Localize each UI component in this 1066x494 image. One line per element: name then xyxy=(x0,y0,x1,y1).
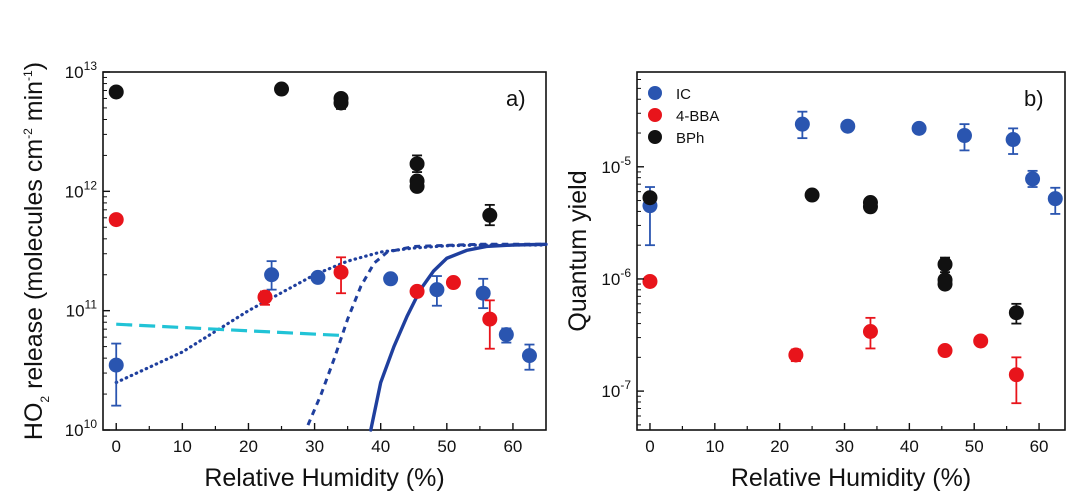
data-point-bph xyxy=(108,84,124,100)
y-tick-label: 10-7 xyxy=(601,378,631,401)
y-tick-label: 10-6 xyxy=(601,266,631,289)
data-point-4-bba xyxy=(333,264,349,280)
x-tick-label: 40 xyxy=(371,437,390,456)
data-point-4-bba xyxy=(788,347,804,363)
data-point-ic xyxy=(911,120,927,136)
y-tick-label: 10-5 xyxy=(601,154,631,177)
data-point-bph xyxy=(274,81,290,97)
data-point-bph xyxy=(482,207,498,223)
data-point-ic xyxy=(498,327,514,343)
data-point-4-bba xyxy=(973,333,989,349)
x-tick-label: 20 xyxy=(239,437,258,456)
model-curve-solid xyxy=(369,242,548,432)
legend-marker-ic xyxy=(648,86,662,100)
data-point-bph xyxy=(804,187,820,203)
data-point-bph xyxy=(1008,305,1024,321)
data-point-ic xyxy=(794,116,810,132)
y-tick-label: 1010 xyxy=(65,417,98,440)
data-point-bph xyxy=(862,195,878,211)
x-tick-label: 10 xyxy=(173,437,192,456)
x-tick-label: 50 xyxy=(965,437,984,456)
data-point-ic xyxy=(264,267,280,283)
y-tick-label: 1013 xyxy=(65,59,98,82)
data-point-ic xyxy=(475,285,491,301)
panel-b-ticks: 0 10 20 30 40 50 60 10-7 10-6 10-5 xyxy=(601,79,1049,456)
x-tick-label: 0 xyxy=(111,437,120,456)
model-curve-longdash xyxy=(116,322,342,338)
x-tick-label: 0 xyxy=(645,437,654,456)
legend-label-4-bba: 4-BBA xyxy=(676,108,719,125)
data-point-ic xyxy=(108,357,124,373)
data-point-bph xyxy=(937,276,953,292)
x-tick-label: 20 xyxy=(770,437,789,456)
model-curve-dotted xyxy=(114,243,548,385)
data-point-ic xyxy=(1047,191,1063,207)
panel-a-x-axis-label: Relative Humidity (%) xyxy=(204,464,444,492)
data-point-bph xyxy=(937,256,953,272)
legend-marker-4-bba xyxy=(648,108,662,122)
x-tick-label: 60 xyxy=(503,437,522,456)
data-point-ic xyxy=(429,282,445,298)
panel-a-ticks: 0 10 20 30 40 50 60 1010 1011 1012 1013 xyxy=(65,59,523,456)
panel-a-model-curves xyxy=(114,242,548,432)
data-point-ic xyxy=(521,348,537,364)
data-point-bph xyxy=(333,90,349,106)
panel-a-tag: a) xyxy=(506,86,526,111)
legend-marker-bph xyxy=(648,130,662,144)
x-tick-label: 40 xyxy=(900,437,919,456)
panel-b-tag: b) xyxy=(1024,86,1044,111)
panel-b-y-axis-label: Quantum yield xyxy=(564,170,592,331)
data-point-ic xyxy=(956,128,972,144)
panel-a-plot-frame xyxy=(102,71,547,431)
data-point-4-bba xyxy=(409,283,425,299)
data-point-ic xyxy=(1025,171,1041,187)
data-point-4-bba xyxy=(1008,367,1024,383)
x-tick-label: 30 xyxy=(835,437,854,456)
data-point-bph xyxy=(642,190,658,206)
data-point-ic xyxy=(840,118,856,134)
data-point-4-bba xyxy=(862,323,878,339)
y-tick-label: 1012 xyxy=(65,178,98,201)
panel-a-chart: 0 10 20 30 40 50 60 1010 1011 1012 1013 a) Relativ… xyxy=(20,59,548,492)
data-point-ic xyxy=(1005,132,1021,148)
data-point-4-bba xyxy=(257,289,273,305)
panel-b-chart: 0 10 20 30 40 50 60 10-7 10-6 10-5 b) IC 4-BBA BP… xyxy=(564,71,1066,492)
data-point-ic xyxy=(310,269,326,285)
data-point-4-bba xyxy=(445,275,461,291)
legend-label-ic: IC xyxy=(676,86,691,103)
panel-a-data-points xyxy=(108,81,537,407)
legend-label-bph: BPh xyxy=(676,130,704,147)
x-tick-label: 10 xyxy=(705,437,724,456)
panel-a-y-axis-label: HO2 release (molecules cm-2 min-1) xyxy=(20,62,52,440)
data-point-4-bba xyxy=(937,343,953,359)
data-point-4-bba xyxy=(108,212,124,228)
data-point-4-bba xyxy=(642,273,658,289)
x-tick-label: 30 xyxy=(305,437,324,456)
y-tick-label: 1011 xyxy=(66,298,98,321)
panel-b-plot-frame xyxy=(636,71,1066,431)
data-point-bph xyxy=(409,156,425,172)
panel-b-legend: IC 4-BBA BPh xyxy=(648,86,719,147)
data-point-4-bba xyxy=(482,311,498,327)
panel-b-data-points xyxy=(642,110,1063,405)
data-point-bph xyxy=(409,178,425,194)
data-point-ic xyxy=(383,271,399,287)
x-tick-label: 50 xyxy=(437,437,456,456)
panel-b-x-axis-label: Relative Humidity (%) xyxy=(731,464,971,492)
x-tick-label: 60 xyxy=(1030,437,1049,456)
